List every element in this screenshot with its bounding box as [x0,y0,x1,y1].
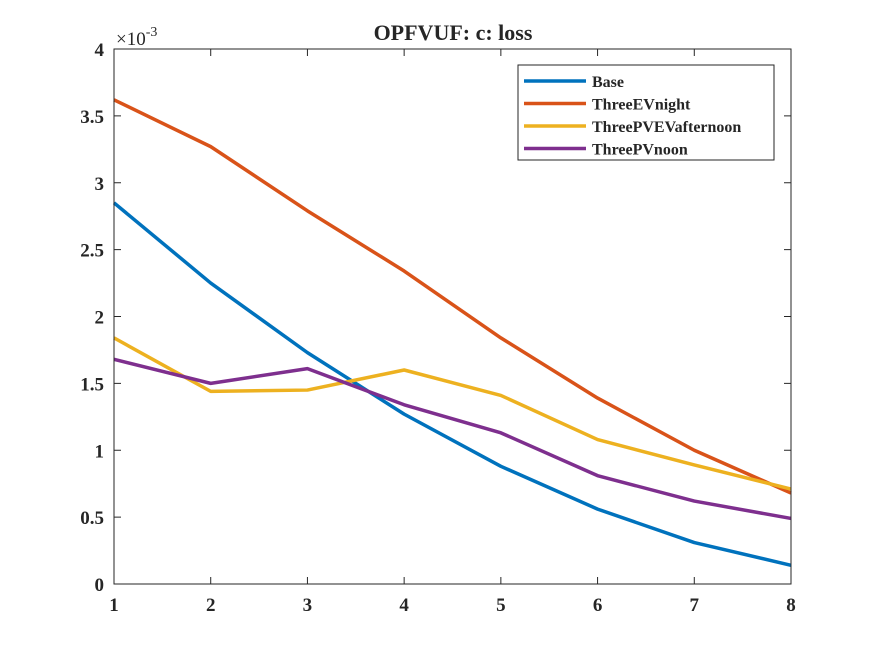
series-line-threepvevafternoon [113,336,792,491]
legend: Base ThreeEVnight ThreePVEVafternoon ThreeP… [517,64,775,161]
y-tick-label: 2 [95,308,105,329]
exponent-power: -3 [146,25,158,40]
x-tick-label: 3 [303,595,313,616]
plot-area-border [113,48,792,585]
series-line-threepvnoon [113,357,792,521]
y-tick-label: 3 [95,174,105,195]
series-line-base [112,201,792,567]
chart-title: OPFVUF: c: loss [374,20,533,45]
y-tick-label: 3.5 [80,107,104,128]
x-tick-label: 4 [399,595,409,616]
legend-label: ThreePVEVafternoon [592,119,741,136]
legend-label: ThreePVnoon [592,142,688,159]
exponent-label: ×10-3 [116,25,157,50]
y-tick-label: 2.5 [80,241,104,262]
svg-text:×10-3: ×10-3 [116,25,157,50]
legend-label: Base [592,74,624,91]
x-tick-label: 7 [690,595,700,616]
x-tick-label: 5 [496,595,506,616]
x-tick-label: 6 [593,595,603,616]
exponent-base: ×10 [116,29,146,50]
series-line-threeevnight [113,98,792,495]
y-tick-label: 0 [95,575,105,596]
y-tick-label: 0.5 [80,508,104,529]
x-tick-label: 8 [786,595,796,616]
legend-label: ThreeEVnight [592,97,691,114]
x-tick-label: 2 [206,595,216,616]
y-tick-label: 4 [95,40,105,61]
x-tick-label: 1 [109,595,119,616]
y-tick-label: 1.5 [80,374,104,395]
y-tick-label: 1 [95,441,105,462]
